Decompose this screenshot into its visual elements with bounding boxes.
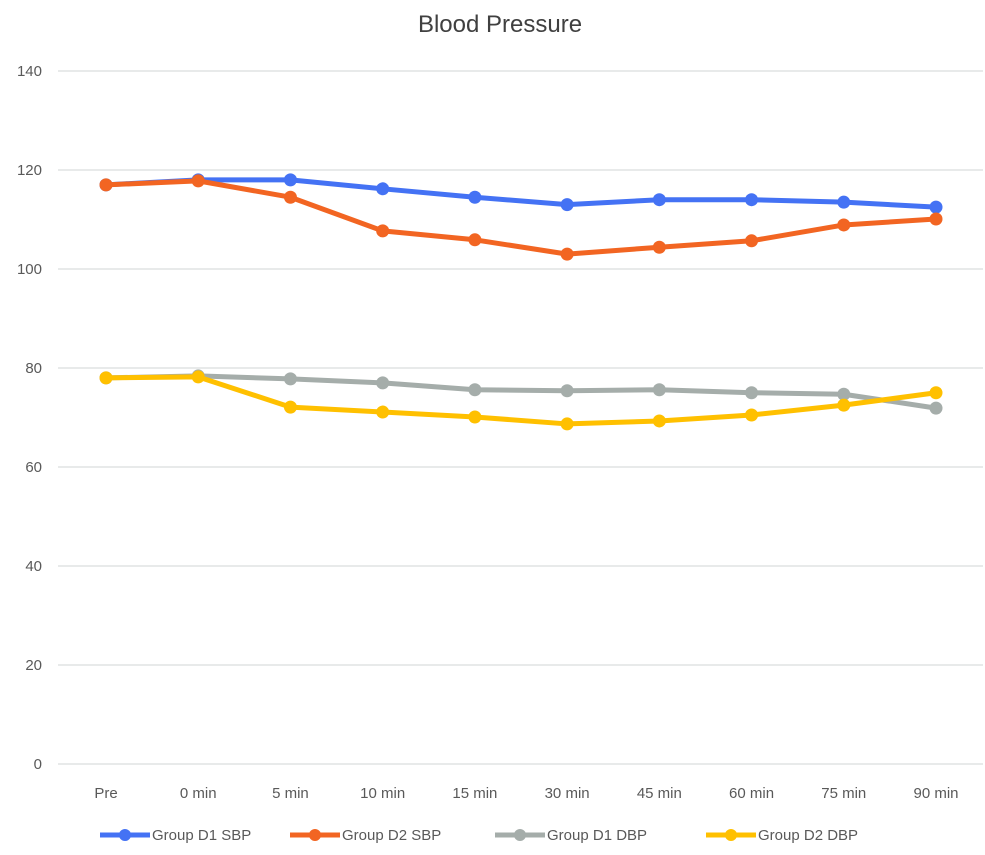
legend-dot-marker	[119, 829, 131, 841]
data-point	[745, 193, 759, 207]
legend-dot-marker	[309, 829, 321, 841]
x-tick-label: 90 min	[913, 785, 958, 802]
data-point	[468, 383, 482, 397]
x-tick-label: Pre	[94, 785, 117, 802]
data-point	[652, 383, 666, 397]
data-point	[837, 195, 851, 209]
y-tick-label: 140	[17, 63, 42, 80]
x-axis-ticks: Pre 0 min 5 min 10 min 15 min 30 min 45 min 60 …	[94, 785, 958, 802]
y-tick-label: 80	[25, 360, 42, 377]
y-tick-label: 60	[25, 459, 42, 476]
data-point	[560, 198, 574, 212]
x-tick-label: 60 min	[729, 785, 774, 802]
data-point	[99, 371, 113, 385]
data-point	[652, 193, 666, 207]
data-point	[468, 190, 482, 204]
x-tick-label: 0 min	[180, 785, 217, 802]
legend-label: Group D1 SBP	[152, 827, 251, 844]
series-lines	[99, 173, 943, 431]
data-point	[560, 384, 574, 398]
series-group-d2-dbp	[99, 370, 943, 431]
y-tick-label: 40	[25, 558, 42, 575]
data-point	[468, 410, 482, 424]
data-point	[376, 405, 390, 419]
data-point	[837, 218, 851, 232]
data-point	[191, 174, 205, 188]
y-tick-label: 20	[25, 657, 42, 674]
legend-item: Group D1 DBP	[495, 827, 647, 844]
series-line	[103, 374, 939, 427]
data-point	[560, 247, 574, 261]
y-tick-label: 100	[17, 261, 42, 278]
data-point	[376, 224, 390, 238]
legend-dot-marker	[514, 829, 526, 841]
x-tick-label: 15 min	[452, 785, 497, 802]
data-point	[560, 417, 574, 431]
legend-label: Group D2 DBP	[758, 827, 858, 844]
data-point	[283, 190, 297, 204]
data-point	[837, 398, 851, 412]
data-point	[929, 212, 943, 226]
x-tick-label: 75 min	[821, 785, 866, 802]
data-point	[99, 178, 113, 192]
legend-label: Group D1 DBP	[547, 827, 647, 844]
data-point	[191, 370, 205, 384]
data-point	[745, 386, 759, 400]
series-group-d2-sbp	[99, 174, 943, 261]
gridlines	[58, 70, 983, 765]
data-point	[745, 408, 759, 422]
series-line	[103, 177, 939, 210]
x-tick-label: 10 min	[360, 785, 405, 802]
data-point	[468, 233, 482, 247]
series-line	[103, 178, 939, 257]
x-tick-label: 45 min	[637, 785, 682, 802]
data-point	[929, 401, 943, 415]
legend-item: Group D1 SBP	[100, 827, 251, 844]
series-group-d1-sbp	[99, 173, 943, 214]
x-tick-label: 30 min	[545, 785, 590, 802]
data-point	[837, 387, 851, 401]
y-tick-label: 120	[17, 162, 42, 179]
data-point	[929, 386, 943, 400]
data-point	[283, 372, 297, 386]
legend-dot-marker	[725, 829, 737, 841]
legend-label: Group D2 SBP	[342, 827, 441, 844]
data-point	[652, 414, 666, 428]
legend-item: Group D2 SBP	[290, 827, 441, 844]
data-point	[283, 173, 297, 187]
y-axis-ticks: 0 20 40 60 80 100 120 140	[17, 63, 42, 773]
legend-item: Group D2 DBP	[706, 827, 858, 844]
data-point	[652, 240, 666, 254]
y-tick-label: 0	[34, 756, 42, 773]
data-point	[376, 376, 390, 390]
data-point	[929, 200, 943, 214]
chart-title: Blood Pressure	[418, 11, 582, 38]
legend: Group D1 SBP Group D2 SBP Group D1 DBP Grou…	[100, 827, 858, 844]
data-point	[745, 234, 759, 248]
series-line	[103, 373, 939, 411]
data-point	[283, 400, 297, 414]
x-tick-label: 5 min	[272, 785, 309, 802]
data-point	[376, 182, 390, 196]
